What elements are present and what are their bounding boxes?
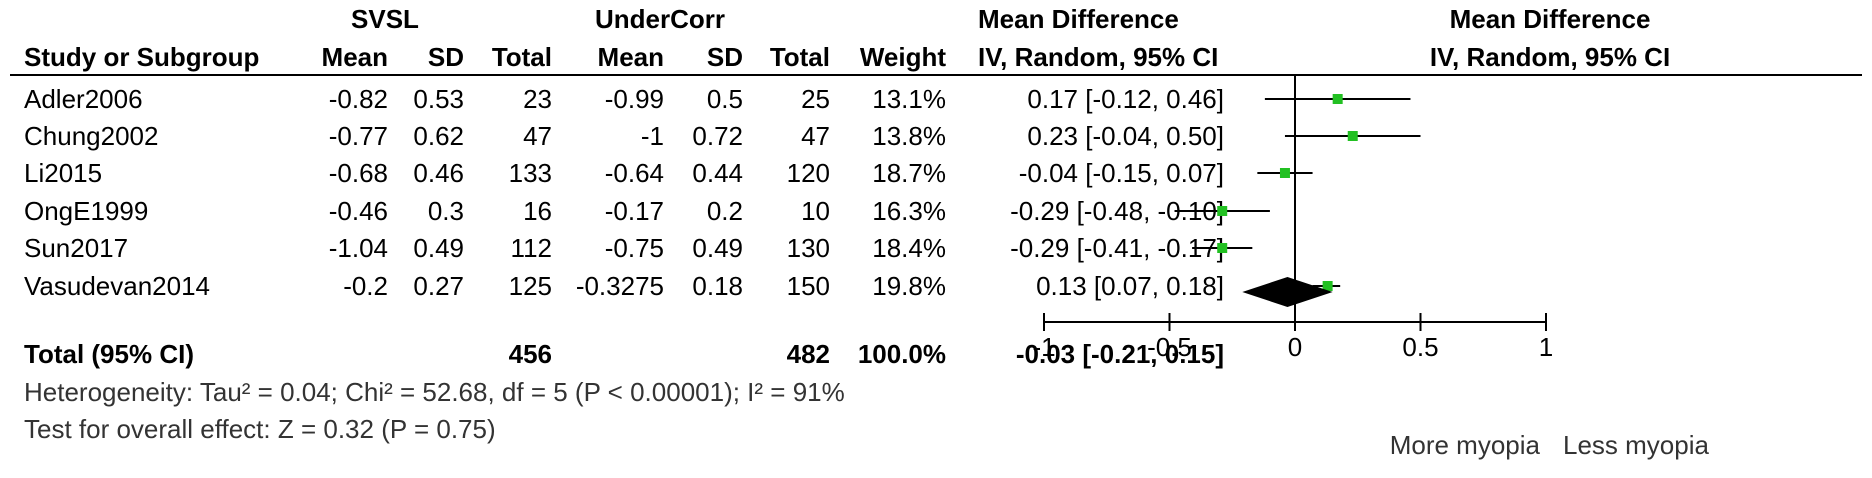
overall-effect-text: Test for overall effect: Z = 0.32 (P = 0… bbox=[24, 414, 496, 444]
mean2-value: -0.3275 bbox=[575, 271, 664, 301]
total1-value: 133 bbox=[508, 158, 552, 188]
point-marker bbox=[1322, 281, 1333, 291]
sd1-value: 0.53 bbox=[413, 84, 464, 114]
sd2-value: 0.2 bbox=[706, 196, 743, 226]
tick-label: 1 bbox=[1538, 332, 1554, 362]
weight-value: 18.7% bbox=[872, 158, 946, 188]
md-header-sub: IV, Random, 95% CI bbox=[978, 42, 1219, 72]
weight-value: 16.3% bbox=[872, 196, 946, 226]
study-name: OngE1999 bbox=[24, 196, 149, 226]
total1-header: Total bbox=[491, 42, 552, 72]
study-name: Adler2006 bbox=[24, 84, 143, 114]
weight-value: 13.1% bbox=[872, 84, 946, 114]
total1-value: 47 bbox=[523, 121, 552, 151]
total1-value: 456 bbox=[508, 339, 552, 369]
sd2-value: 0.5 bbox=[706, 84, 743, 114]
total2-value: 130 bbox=[786, 233, 830, 263]
plot-header-title: Mean Difference bbox=[1449, 4, 1651, 34]
total2-value: 150 bbox=[786, 271, 830, 301]
ci-text: 0.23 [-0.04, 0.50] bbox=[1027, 121, 1224, 151]
tick-label: 0 bbox=[1287, 332, 1303, 362]
mean1-value: -0.2 bbox=[343, 271, 388, 301]
weight-header: Weight bbox=[859, 42, 946, 72]
ci-text: -0.29 [-0.41, -0.17] bbox=[1010, 233, 1224, 263]
mean1-value: -0.82 bbox=[328, 84, 388, 114]
sd1-header: SD bbox=[427, 42, 464, 72]
total1-value: 125 bbox=[508, 271, 552, 301]
study-column-header: Study or Subgroup bbox=[24, 42, 260, 72]
weight-value: 13.8% bbox=[872, 121, 946, 151]
total2-value: 47 bbox=[801, 121, 830, 151]
total1-value: 16 bbox=[523, 196, 552, 226]
total2-value: 25 bbox=[801, 84, 830, 114]
point-marker bbox=[1332, 94, 1343, 104]
sd2-value: 0.49 bbox=[692, 233, 743, 263]
mean2-header: Mean bbox=[597, 42, 664, 72]
weight-value: 19.8% bbox=[872, 271, 946, 301]
mean1-value: -0.46 bbox=[328, 196, 388, 226]
tick-label: -0.5 bbox=[1147, 332, 1192, 362]
total-weight: 100.0% bbox=[857, 339, 946, 369]
mean2-value: -1 bbox=[640, 121, 664, 151]
point-marker bbox=[1217, 243, 1228, 253]
group2-header: UnderCorr bbox=[594, 4, 725, 34]
mean1-header: Mean bbox=[321, 42, 388, 72]
point-marker bbox=[1279, 168, 1290, 178]
heterogeneity-text: Heterogeneity: Tau² = 0.04; Chi² = 52.68… bbox=[24, 377, 845, 407]
axis-label-left: More myopia bbox=[1389, 430, 1540, 460]
mean1-value: -0.77 bbox=[328, 121, 388, 151]
header-rule bbox=[10, 74, 1862, 76]
sd1-value: 0.62 bbox=[413, 121, 464, 151]
study-name: Sun2017 bbox=[24, 233, 129, 263]
sd2-value: 0.18 bbox=[692, 271, 743, 301]
group1-header: SVSL bbox=[351, 4, 419, 34]
tick-label: -1 bbox=[1032, 332, 1056, 362]
study-name: Li2015 bbox=[24, 158, 103, 188]
tick-label: 0.5 bbox=[1402, 332, 1439, 362]
study-name: Vasudevan2014 bbox=[24, 271, 211, 301]
total1-value: 112 bbox=[510, 233, 552, 263]
mean2-value: -0.64 bbox=[604, 158, 664, 188]
total1-value: 23 bbox=[523, 84, 552, 114]
sd2-value: 0.44 bbox=[692, 158, 743, 188]
mean2-value: -0.17 bbox=[604, 196, 664, 226]
sd1-value: 0.27 bbox=[413, 271, 464, 301]
sd1-value: 0.49 bbox=[413, 233, 464, 263]
mean1-value: -1.04 bbox=[328, 233, 388, 263]
ci-text: -0.04 [-0.15, 0.07] bbox=[1018, 158, 1224, 188]
point-marker bbox=[1217, 206, 1228, 216]
total2-value: 10 bbox=[801, 196, 830, 226]
pooled-diamond bbox=[1242, 277, 1333, 307]
point-marker bbox=[1347, 131, 1358, 141]
total2-value: 482 bbox=[786, 339, 830, 369]
mean2-value: -0.75 bbox=[604, 233, 664, 263]
mean1-value: -0.68 bbox=[328, 158, 388, 188]
mean2-value: -0.99 bbox=[604, 84, 664, 114]
total2-value: 120 bbox=[786, 158, 830, 188]
sd1-value: 0.3 bbox=[427, 196, 464, 226]
plot-header-sub: IV, Random, 95% CI bbox=[1429, 42, 1671, 72]
ci-text: 0.17 [-0.12, 0.46] bbox=[1027, 84, 1224, 114]
md-header-title: Mean Difference bbox=[978, 4, 1179, 34]
ci-text: 0.13 [0.07, 0.18] bbox=[1036, 271, 1224, 301]
sd2-value: 0.72 bbox=[692, 121, 743, 151]
total-label: Total (95% CI) bbox=[24, 339, 194, 369]
total-ci-text: -0.03 [-0.21, 0.15] bbox=[1015, 339, 1224, 369]
axis-label-right: Less myopia bbox=[1563, 430, 1709, 460]
sd1-value: 0.46 bbox=[413, 158, 464, 188]
weight-value: 18.4% bbox=[872, 233, 946, 263]
study-name: Chung2002 bbox=[24, 121, 159, 151]
sd2-header: SD bbox=[706, 42, 743, 72]
total2-header: Total bbox=[769, 42, 830, 72]
